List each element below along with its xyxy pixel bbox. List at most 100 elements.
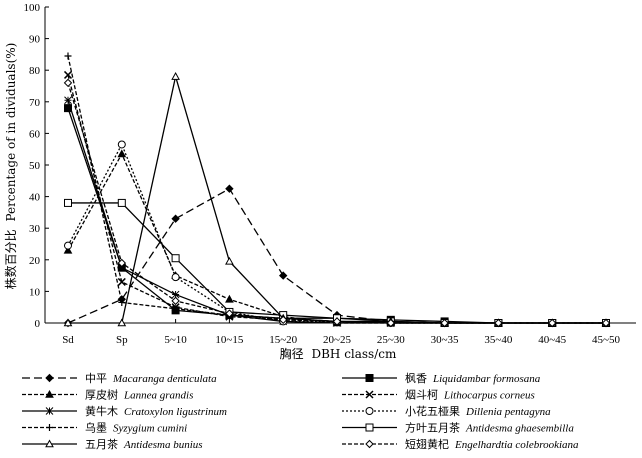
legend-label-sci: Syzygium cumini	[113, 423, 187, 435]
legend-label-cn: 中平	[85, 372, 107, 385]
data-point	[117, 277, 126, 286]
legend-label-sci: Cratoxylon ligustrinum	[124, 406, 227, 418]
legend-label: 方叶五月茶 Antidesma ghaesembilla	[405, 421, 574, 435]
y-tick-label: 0	[35, 318, 41, 330]
data-point	[225, 309, 234, 318]
legend-label-cn: 短翅黄杞	[405, 437, 449, 451]
legend-label-sci: Lannea grandis	[123, 390, 193, 402]
data-point	[171, 296, 180, 306]
data-point	[63, 78, 73, 88]
data-point	[440, 318, 449, 328]
y-tick-label: 50	[29, 160, 41, 172]
x-tick-label: 45~50	[592, 334, 620, 346]
series-7	[64, 52, 610, 327]
data-point	[225, 256, 234, 265]
legend: 中平 Macaranga denticulata 枫香 Liquidambar for…	[22, 371, 579, 451]
series-6	[64, 140, 610, 327]
legend-label-cn: 方叶五月茶	[405, 421, 460, 435]
legend-item: 小花五桠果 Dillenia pentagyna	[342, 404, 551, 418]
data-point	[63, 245, 73, 254]
legend-marker	[365, 439, 374, 449]
series-line	[67, 153, 606, 324]
data-point	[63, 318, 73, 327]
data-point	[172, 305, 180, 313]
legend-label: 烟斗柯 Lithocarpus corneus	[405, 388, 535, 402]
legend-label: 短翅黄杞 Engelhardtia colebrookiana	[405, 437, 579, 451]
x-tick-label: 40~45	[538, 334, 566, 346]
series-line	[67, 188, 606, 324]
legend-item: 厚皮树 Lannea grandis	[22, 388, 193, 402]
x-axis-title-en: DBH class/cm	[311, 347, 397, 361]
legend-label: 中平 Macaranga denticulata	[85, 372, 217, 385]
legend-label-cn: 厚皮树	[85, 388, 118, 402]
data-point	[117, 258, 127, 268]
data-point	[332, 317, 342, 326]
legend-label: 乌墨 Syzygium cumini	[85, 421, 187, 435]
y-tick-label: 40	[29, 192, 41, 204]
legend-marker	[45, 407, 54, 415]
data-point	[278, 315, 288, 325]
data-point	[64, 241, 72, 250]
data-point	[494, 318, 503, 328]
x-tick-label: Sd	[62, 334, 74, 346]
legend-item: 方叶五月茶 Antidesma ghaesembilla	[342, 421, 574, 435]
axes: 0 10 20 30 40 50 60 70 80 90 100 Sd Sp 5~10 10~15 15~20…	[24, 2, 636, 346]
data-point	[118, 298, 126, 306]
x-tick-label: 5~10	[164, 334, 187, 346]
legend-item: 黄牛木 Cratoxylon ligustrinum	[22, 404, 227, 418]
legend-item: 五月茶 Antidesma bunius	[22, 438, 203, 451]
legend-marker	[365, 407, 374, 415]
data-point	[117, 263, 126, 272]
legend-label-cn: 烟斗柯	[405, 388, 438, 402]
y-tick-label: 30	[29, 223, 41, 235]
data-point	[601, 318, 611, 328]
x-axis-title-cn: 胸径	[280, 346, 304, 361]
legend-label-cn: 黄牛木	[85, 404, 118, 418]
data-point	[278, 271, 288, 280]
x-axis-title: 胸径 DBH class/cm	[280, 346, 397, 361]
x-tick-label: 30~35	[431, 334, 459, 346]
y-axis-title-en: Percentage of in dividuals(%)	[4, 43, 18, 222]
series-10	[63, 78, 611, 328]
y-tick-label: 90	[29, 34, 41, 46]
legend-item: 乌墨 Syzygium cumini	[22, 421, 187, 435]
legend-marker	[365, 374, 374, 382]
data-point	[117, 149, 127, 158]
legend-item: 短翅黄杞 Engelhardtia colebrookiana	[342, 437, 579, 451]
legend-label-cn: 小花五桠果	[405, 404, 460, 418]
legend-label-sci: Antidesma bunius	[123, 439, 203, 451]
legend-label: 五月茶 Antidesma bunius	[85, 438, 203, 451]
legend-label-cn: 乌墨	[85, 421, 107, 435]
data-point	[386, 318, 396, 328]
data-point	[117, 198, 126, 207]
x-tick-label: Sp	[116, 334, 128, 346]
y-axis-title: 株数百分比 Percentage of in dividuals(%)	[3, 43, 18, 290]
data-point	[171, 71, 180, 80]
data-point	[171, 273, 180, 282]
data-point	[547, 318, 557, 328]
legend-label-sci: Dillenia pentagyna	[465, 406, 551, 418]
data-point	[64, 198, 72, 207]
legend-label: 厚皮树 Lannea grandis	[85, 388, 193, 402]
series-line	[67, 143, 606, 324]
legend-item: 烟斗柯 Lithocarpus corneus	[342, 388, 535, 402]
legend-label-sci: Antidesma ghaesembilla	[465, 423, 574, 435]
y-tick-label: 70	[29, 97, 41, 109]
y-tick-label: 20	[29, 255, 41, 267]
x-tick-label: 15~20	[269, 334, 297, 346]
legend-marker	[45, 389, 54, 398]
data-point	[64, 96, 72, 105]
legend-marker	[45, 439, 54, 448]
series-4	[63, 70, 611, 328]
series-line	[67, 82, 606, 324]
legend-item: 枫香 Liquidambar formosana	[342, 371, 541, 385]
legend-label-cn: 枫香	[405, 371, 427, 385]
data-point	[171, 214, 180, 223]
series-3	[63, 149, 611, 327]
x-tick-label: 20~25	[323, 334, 351, 346]
legend-label-cn: 五月茶	[85, 438, 118, 451]
legend-label: 枫香 Liquidambar formosana	[405, 371, 541, 385]
legend-label: 黄牛木 Cratoxylon ligustrinum	[85, 404, 227, 418]
data-point	[171, 290, 180, 299]
y-tick-label: 10	[29, 286, 41, 298]
